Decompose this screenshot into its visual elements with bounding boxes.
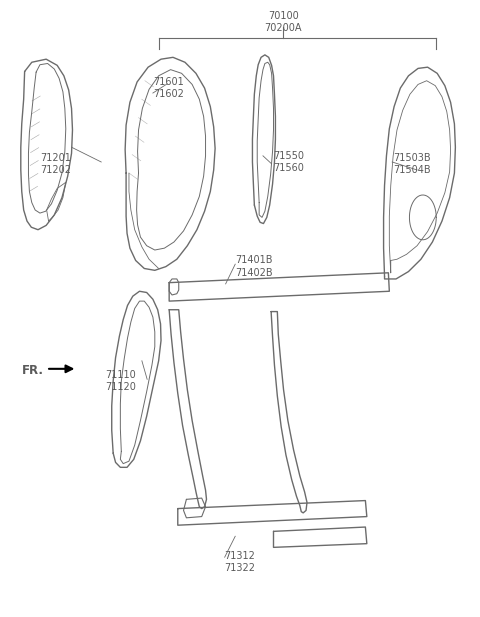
Text: 71110
71120: 71110 71120: [105, 370, 136, 392]
Text: 71550
71560: 71550 71560: [274, 151, 304, 173]
Text: 71201
71202: 71201 71202: [40, 152, 71, 175]
Text: 71401B
71402B: 71401B 71402B: [235, 255, 273, 278]
Text: FR.: FR.: [22, 363, 44, 376]
Text: 70100
70200A: 70100 70200A: [264, 11, 302, 33]
Text: 71503B
71504B: 71503B 71504B: [393, 152, 431, 175]
Text: 71312
71322: 71312 71322: [225, 551, 256, 573]
Text: 71601
71602: 71601 71602: [153, 77, 184, 99]
